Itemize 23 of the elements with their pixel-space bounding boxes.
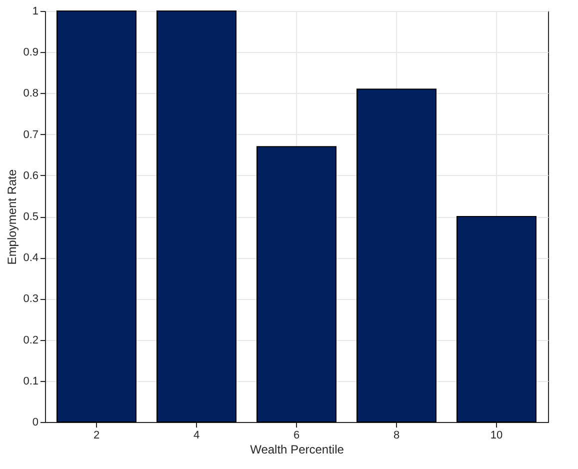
x-tick-label: 2 [93, 430, 100, 442]
bar [156, 10, 236, 422]
bar [56, 10, 136, 422]
y-tick-label: 0.1 [23, 375, 38, 388]
y-axis-title: Employment Rate [5, 168, 20, 265]
y-tick-label: 0.4 [23, 252, 38, 264]
y-tick-label: 0.6 [23, 170, 38, 182]
y-tick-label: 0 [32, 416, 38, 428]
bar [456, 216, 536, 422]
y-tick-label: 0.8 [23, 88, 38, 100]
y-tick-label: 0.3 [23, 293, 38, 306]
bar [356, 88, 436, 422]
x-tick-label: 4 [193, 430, 200, 442]
y-tick-label: 0.7 [23, 128, 38, 141]
y-tick-label: 1 [32, 6, 38, 18]
x-tick-label: 6 [293, 430, 300, 442]
x-tick-label: 10 [490, 430, 503, 442]
x-tick-label: 8 [393, 430, 400, 442]
y-tick-label: 0.2 [23, 334, 38, 346]
y-tick-label: 0.5 [23, 211, 38, 223]
y-tick-label: 0.9 [23, 46, 38, 59]
x-axis-title: Wealth Percentile [250, 442, 344, 456]
bar [256, 146, 336, 422]
